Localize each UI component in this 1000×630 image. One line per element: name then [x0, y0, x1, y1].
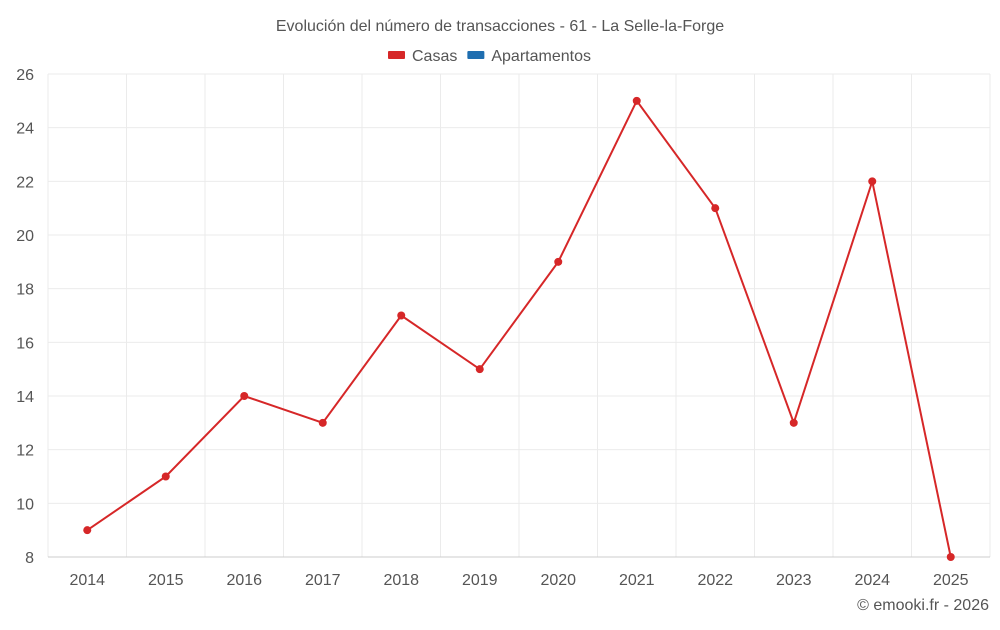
x-axis: 2014 2015 2016 2017 2018 2019 2020 2021 2022 2023… — [69, 572, 968, 589]
data-point — [711, 204, 720, 213]
y-axis: 8 10 12 14 16 18 20 22 24 26 — [16, 67, 34, 567]
x-tick-label: 2018 — [383, 572, 419, 589]
legend-label-casas: Casas — [412, 48, 457, 65]
x-tick-label: 2016 — [226, 572, 262, 589]
data-point — [318, 418, 327, 427]
y-tick-label: 26 — [16, 67, 34, 84]
x-tick-label: 2024 — [854, 572, 890, 589]
data-point — [789, 418, 798, 427]
legend-label-apartamentos: Apartamentos — [491, 48, 591, 65]
chart-title: Evolución del número de transacciones - … — [276, 18, 724, 35]
data-point — [475, 365, 484, 374]
y-tick-label: 20 — [16, 228, 34, 245]
series-layer — [83, 96, 955, 561]
data-point — [868, 177, 877, 186]
data-point — [397, 311, 406, 320]
grid — [47, 73, 991, 558]
data-point — [946, 553, 955, 561]
data-point — [161, 472, 170, 481]
x-tick-label: 2023 — [776, 572, 812, 589]
legend-swatch-apartamentos — [467, 51, 485, 59]
y-tick-label: 16 — [16, 335, 34, 352]
x-tick-label: 2020 — [540, 572, 576, 589]
x-tick-label: 2017 — [305, 572, 341, 589]
x-tick-label: 2015 — [148, 572, 184, 589]
x-tick-label: 2022 — [697, 572, 733, 589]
x-tick-label: 2025 — [933, 572, 969, 589]
x-tick-label: 2014 — [69, 572, 105, 589]
legend: Casas Apartamentos — [388, 48, 591, 65]
x-tick-label: 2019 — [462, 572, 498, 589]
credit-text: © emooki.fr - 2026 — [857, 597, 989, 614]
legend-swatch-casas — [388, 51, 405, 59]
x-tick-label: 2021 — [619, 572, 655, 589]
y-tick-label: 24 — [16, 121, 34, 138]
y-tick-label: 10 — [16, 496, 34, 513]
y-tick-label: 22 — [16, 174, 34, 191]
series-line-casas — [86, 98, 952, 558]
data-point — [240, 392, 249, 400]
data-point — [554, 257, 563, 266]
y-tick-label: 12 — [16, 443, 34, 460]
data-point — [83, 526, 92, 535]
y-tick-label: 14 — [16, 389, 34, 406]
y-tick-label: 8 — [25, 550, 34, 567]
data-point — [632, 96, 641, 105]
y-tick-label: 18 — [16, 282, 34, 299]
